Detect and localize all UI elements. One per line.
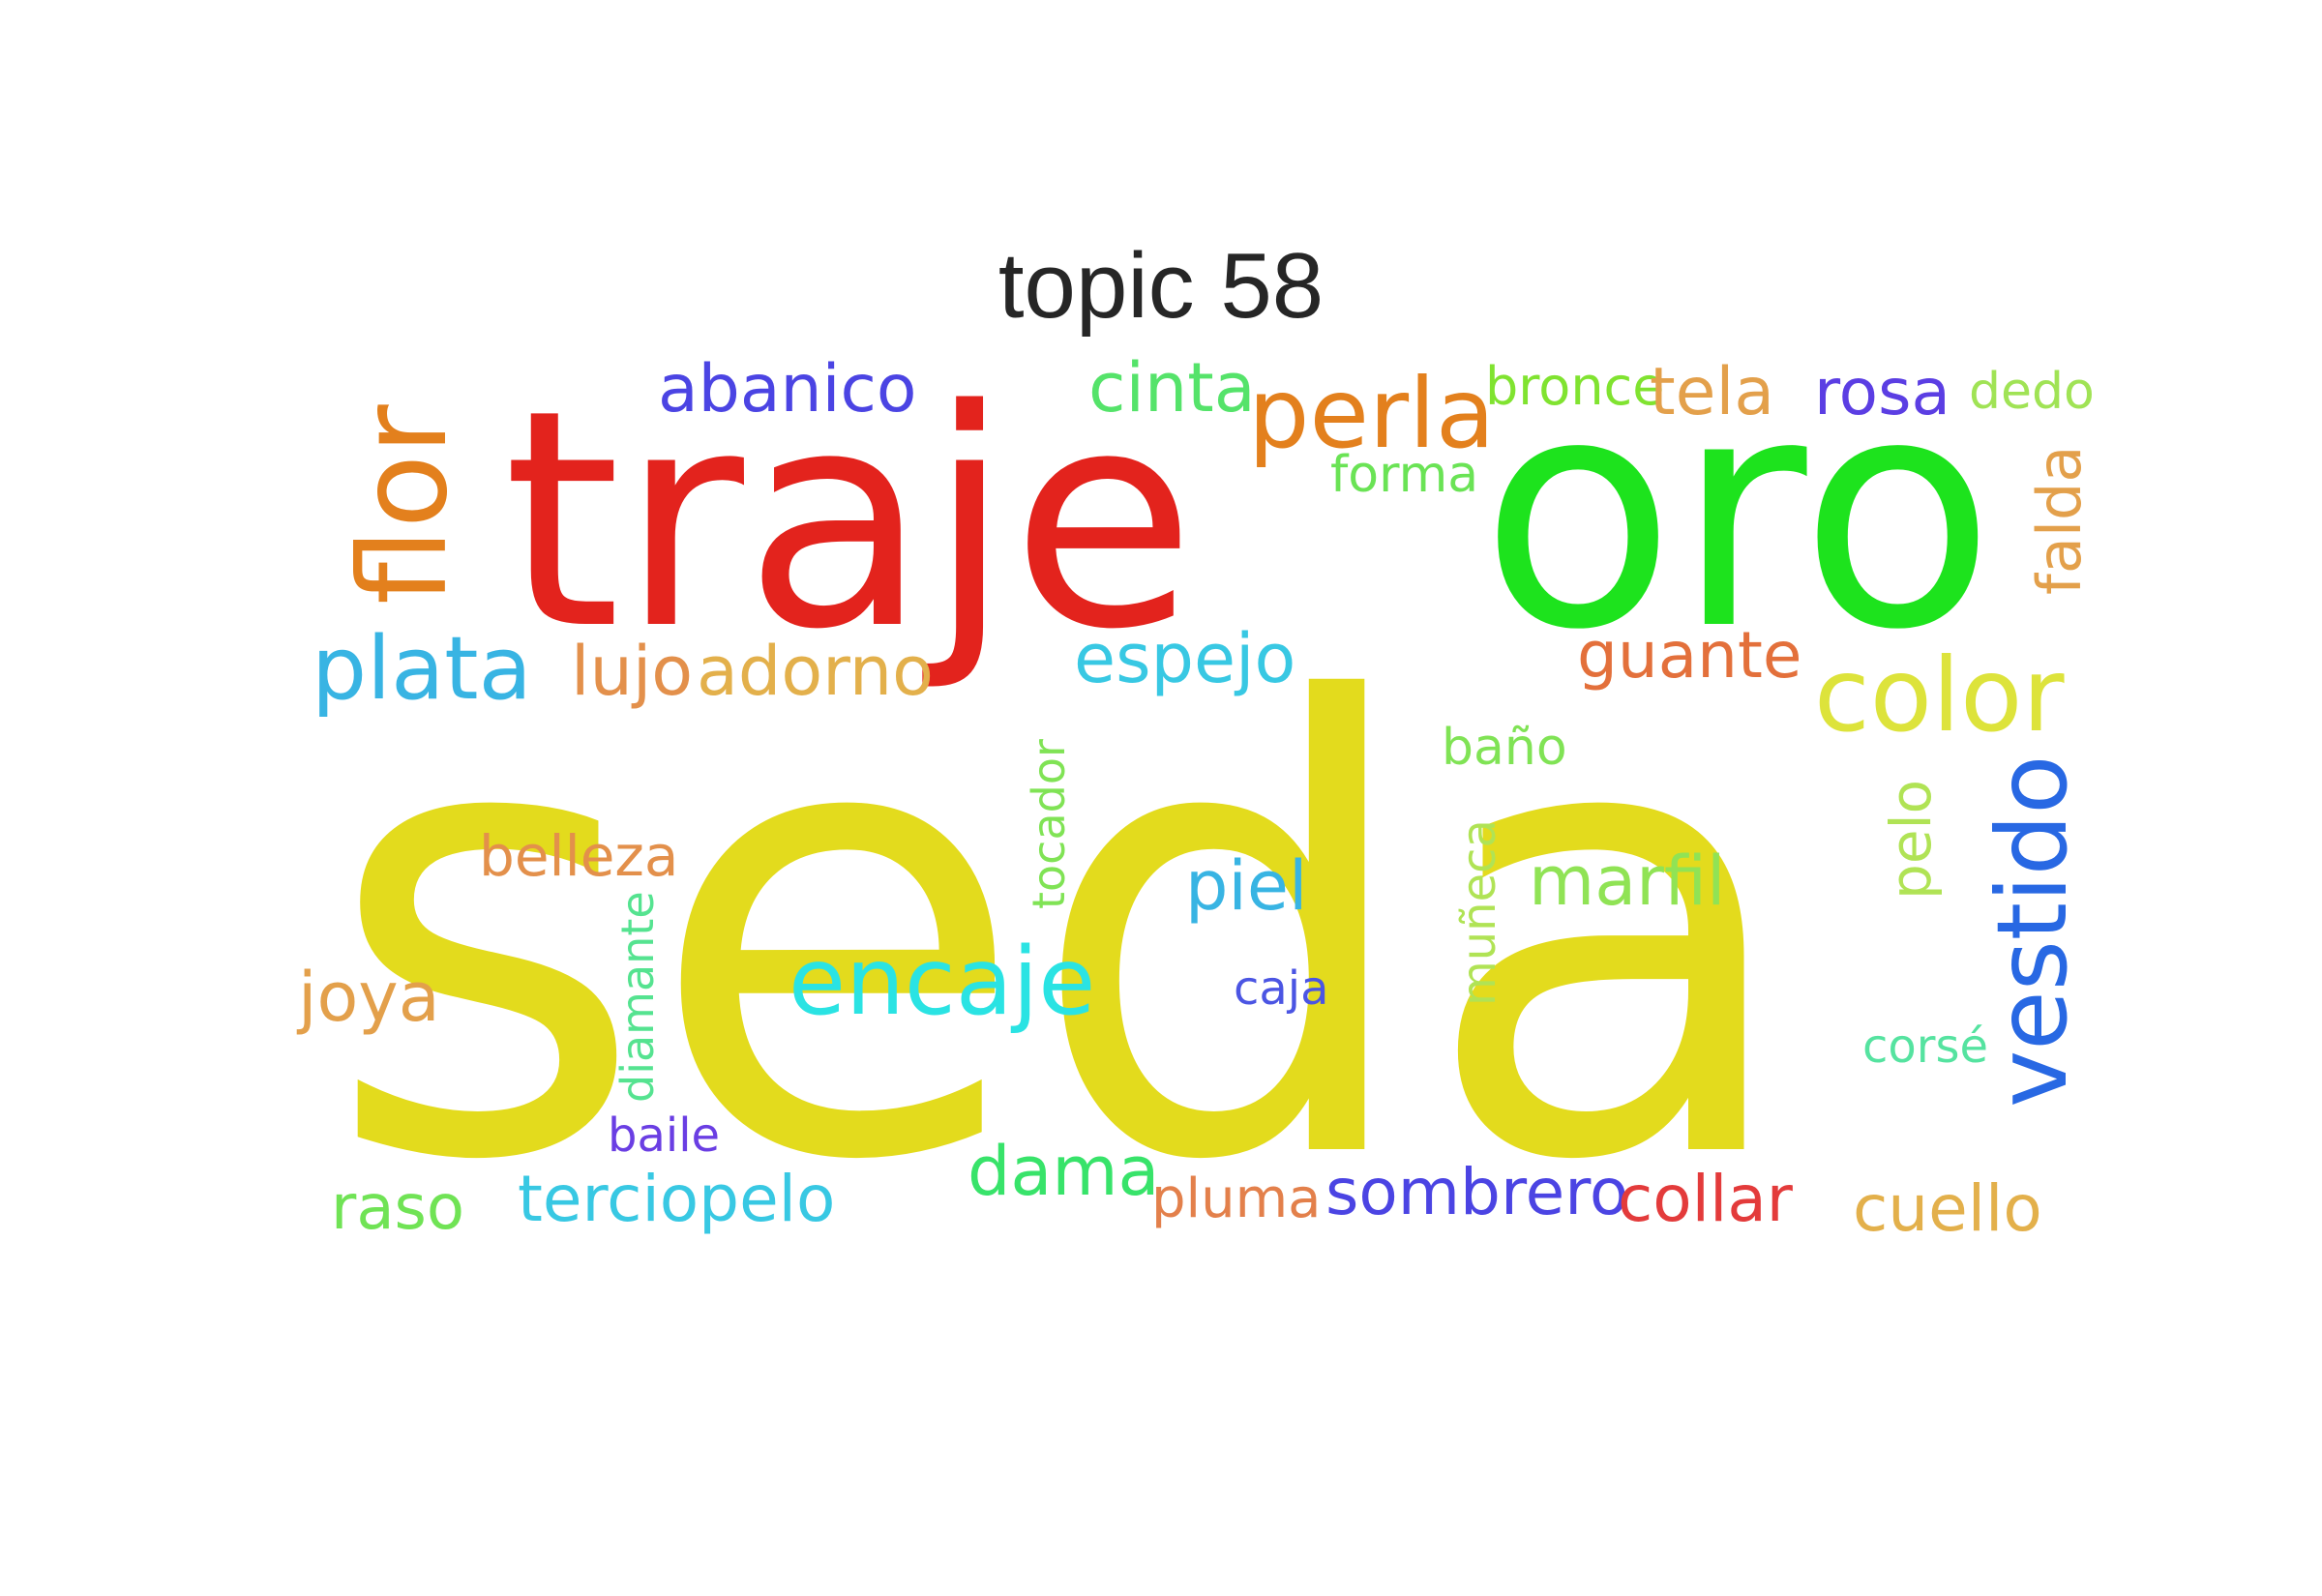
word-baño: baño (1442, 719, 1567, 777)
word-traje: traje (503, 346, 1196, 695)
word-tocador: tocador (1023, 739, 1075, 909)
word-caja: caja (1234, 961, 1329, 1016)
word-pelo: pelo (1878, 780, 1944, 900)
word-flor: flor (334, 404, 474, 605)
word-adorno: adorno (697, 632, 934, 711)
chart-title: topic 58 (997, 234, 1325, 338)
word-vestido: vestido (1976, 755, 2089, 1108)
word-baile: baile (608, 1108, 720, 1163)
word-collar: collar (1618, 1162, 1794, 1236)
word-color: color (1814, 636, 2065, 754)
word-lujo: lujo (571, 632, 693, 711)
word-belleza: belleza (479, 823, 678, 889)
word-perla: perla (1248, 357, 1495, 470)
word-plata: plata (312, 618, 532, 720)
word-falda: falda (2024, 446, 2095, 595)
word-seda: seda (324, 575, 1801, 1295)
word-joya: joya (296, 958, 440, 1037)
word-guante: guante (1577, 618, 1801, 693)
word-dedo: dedo (1969, 363, 2095, 421)
word-bronce: bronce (1485, 356, 1664, 417)
word-tela: tela (1650, 354, 1774, 430)
word-corsé: corsé (1862, 1020, 1988, 1074)
word-rosa: rosa (1814, 355, 1950, 429)
word-pluma: pluma (1151, 1167, 1321, 1230)
word-oro: oro (1480, 328, 1995, 699)
word-cuello: cuello (1853, 1171, 2042, 1246)
word-dama: dama (968, 1132, 1159, 1211)
word-cinta: cinta (1088, 348, 1256, 428)
word-diamante: diamante (611, 891, 664, 1103)
word-encaje: encaje (789, 928, 1095, 1036)
word-marfil: marfil (1529, 842, 1725, 921)
word-forma: forma (1330, 446, 1478, 504)
word-muñeca: muñeca (1452, 819, 1506, 1006)
word-espejo: espejo (1074, 619, 1295, 698)
word-piel: piel (1185, 846, 1307, 926)
word-terciopelo: terciopelo (518, 1162, 835, 1236)
word-raso: raso (331, 1172, 464, 1244)
word-sombrero: sombrero (1325, 1155, 1628, 1229)
word-abanico: abanico (658, 351, 916, 428)
